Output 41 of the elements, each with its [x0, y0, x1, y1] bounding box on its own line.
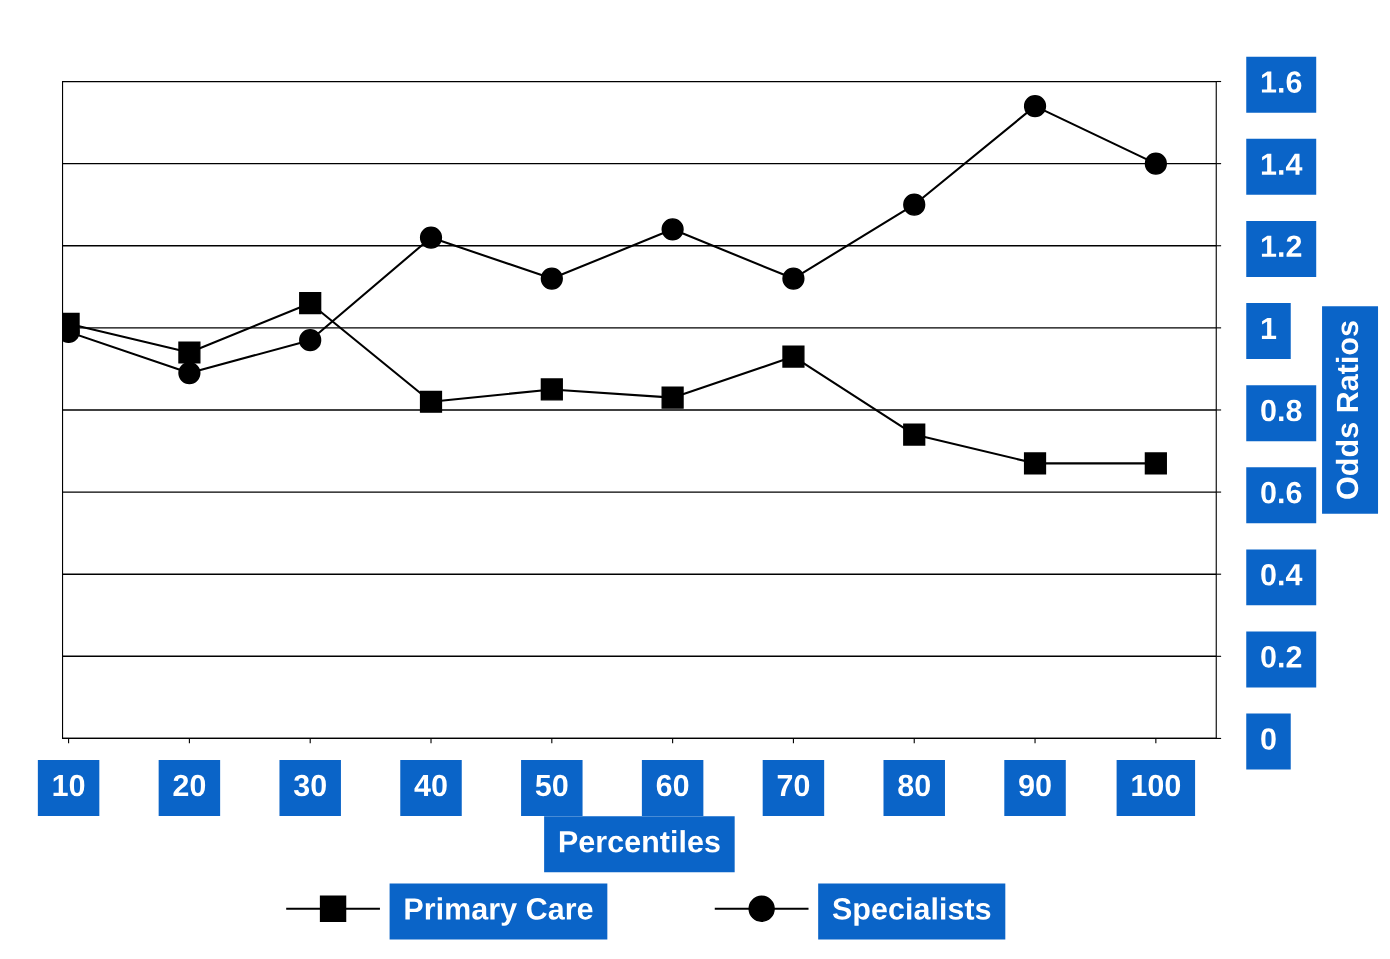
- point: [1023, 452, 1047, 475]
- y-tick-label: 0.6: [1261, 481, 1302, 504]
- y-tick-label: 0: [1261, 728, 1276, 750]
- y-tick-label: 0.2: [1261, 646, 1302, 668]
- x-tick-label: 20: [173, 774, 206, 797]
- x-tick-label: 50: [535, 774, 568, 797]
- point: [540, 267, 563, 290]
- x-tick-label: 30: [293, 774, 326, 797]
- point: [1144, 452, 1167, 475]
- point: [299, 329, 322, 352]
- x-tick-label: 80: [898, 774, 930, 797]
- point: [661, 218, 684, 241]
- point: [178, 341, 201, 364]
- point: [540, 378, 563, 401]
- x-tick-label: 90: [1019, 774, 1051, 797]
- legend-label: Primary Care: [405, 897, 593, 926]
- x-tick-label: 60: [656, 774, 689, 797]
- point: [661, 386, 684, 409]
- point: [419, 226, 443, 249]
- point: [1023, 95, 1047, 118]
- y-tick-label: 1.4: [1261, 153, 1303, 175]
- point: [299, 292, 322, 315]
- point: [903, 193, 926, 216]
- x-tick-label: 10: [53, 774, 85, 797]
- y-axis-title: Odds Ratios: [1335, 321, 1359, 499]
- point: [782, 345, 805, 368]
- y-tick-label: 0.4: [1261, 563, 1303, 586]
- x-tick-label: 100: [1132, 774, 1181, 797]
- legend-label: Specialists: [832, 897, 991, 926]
- point: [178, 361, 201, 385]
- point: [419, 390, 443, 413]
- x-tick-label: 40: [414, 774, 447, 797]
- x-tick-label: 70: [777, 774, 810, 797]
- point: [1144, 152, 1167, 175]
- y-tick-label: 1: [1261, 317, 1277, 339]
- y-tick-label: 0.8: [1261, 399, 1302, 422]
- point: [782, 267, 805, 290]
- y-tick-label: 1.6: [1261, 71, 1302, 93]
- x-axis-title: Percentiles: [559, 830, 720, 853]
- y-tick-label: 1.2: [1261, 235, 1302, 257]
- point: [903, 423, 926, 446]
